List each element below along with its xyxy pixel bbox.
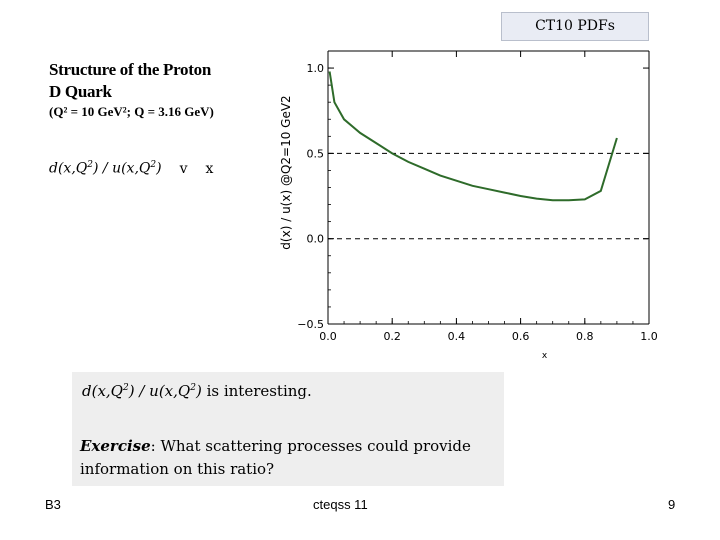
series-line-0 [328, 71, 618, 202]
du-ratio-chart: 0.0 0.2 0.4 0.6 0.8 1.0−0.50.00.51.0xd(x) / u… [279, 50, 658, 361]
x-tick-label-3: 0.6 [512, 330, 529, 343]
exercise-body: : What scattering processes could provid… [80, 437, 471, 478]
ratio-d: d(x,Q [49, 160, 88, 177]
exercise-text: Exercise: What scattering processes coul… [80, 435, 500, 481]
slide-title: Structure of the Proton [49, 60, 211, 79]
y-tick-label-1: 0.0 [307, 233, 325, 246]
x-tick-label-0: 0.0 [319, 330, 337, 343]
y-tick-label-2: 0.5 [307, 147, 325, 160]
note-sup1: 2 [122, 383, 129, 393]
note-line1: d(x,Q2) / u(x,Q2) is interesting. [82, 382, 312, 400]
slide-subtitle: D Quark [49, 82, 112, 101]
note-d: d(x,Q [82, 382, 123, 400]
ratio-sup1: 2 [87, 160, 93, 170]
ratio-end: ) [156, 160, 162, 177]
ratio-sup2: 2 [150, 160, 157, 170]
x-tick-label-4: 0.8 [576, 330, 594, 343]
note-box: d(x,Q2) / u(x,Q2) is interesting. Exerci… [72, 372, 504, 486]
footer-left: B3 [45, 497, 61, 512]
ratio-label: d(x,Q2) / u(x,Q2) v x [49, 160, 213, 177]
footer-center: cteqss 11 [313, 497, 368, 512]
y-tick-label-3: 1.0 [307, 62, 325, 75]
x-axis-label: x [542, 351, 548, 361]
y-tick-label-0: −0.5 [297, 318, 324, 331]
x-tick-label-2: 0.4 [448, 330, 466, 343]
exercise-label: Exercise [80, 437, 151, 455]
scale-condition: (Q² = 10 GeV²; Q = 3.16 GeV) [49, 104, 214, 119]
note-sup2: 2 [190, 383, 196, 393]
note-end: ) [195, 382, 202, 400]
ratio-mid: ) / u(x,Q [92, 160, 151, 177]
footer-right: 9 [668, 497, 676, 512]
x-tick-label-1: 0.2 [383, 330, 401, 343]
x-tick-label-5: 1.0 [640, 330, 658, 343]
ratio-x: x [205, 160, 214, 177]
ct10-pdfs-tag: CT10 PDFs [501, 12, 649, 41]
y-axis-label: d(x) / u(x) @Q2=10 GeV2 [279, 95, 293, 249]
note-rest: is interesting. [201, 382, 312, 400]
note-mid: ) / u(x,Q [128, 382, 191, 400]
ratio-vs: v [179, 160, 188, 177]
